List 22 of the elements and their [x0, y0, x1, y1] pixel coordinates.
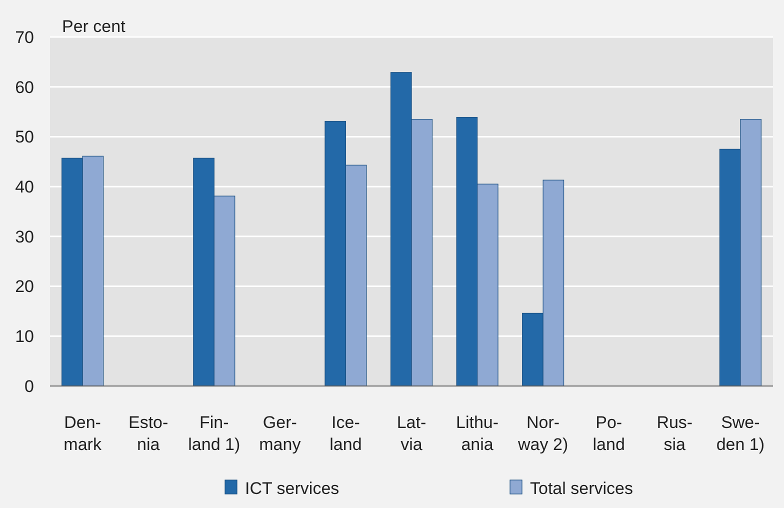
y-tick-label: 30 — [15, 227, 34, 246]
y-tick-label: 50 — [15, 128, 34, 147]
x-tick-label: Ice- land — [330, 413, 362, 454]
y-tick-label: 0 — [24, 376, 34, 396]
x-tick-label: Rus- sia — [656, 413, 693, 454]
x-tick-label: Lithu- ania — [456, 413, 499, 454]
x-tick-label: Esto- nia — [128, 413, 168, 454]
x-tick-label: Den- mark — [64, 413, 102, 454]
x-tick-label: Fin- land 1) — [188, 413, 240, 454]
x-tick-label: Ger- many — [259, 413, 302, 454]
legend-label: ICT services — [245, 478, 340, 498]
x-tick-label: Nor- way 2) — [517, 413, 568, 454]
x-tick-label: Swe- den 1) — [716, 413, 765, 454]
y-tick-label: 40 — [15, 178, 34, 197]
y-tick-label: 20 — [15, 277, 34, 296]
y-axis-title: Per cent — [62, 17, 126, 36]
x-tick-label: Lat- via — [396, 413, 426, 454]
y-tick-label: 60 — [15, 78, 34, 97]
y-tick-label: 10 — [15, 327, 34, 346]
legend-label: Total services — [530, 478, 633, 498]
x-tick-label: Po- land — [592, 413, 625, 454]
y-tick-label: 70 — [15, 28, 34, 47]
